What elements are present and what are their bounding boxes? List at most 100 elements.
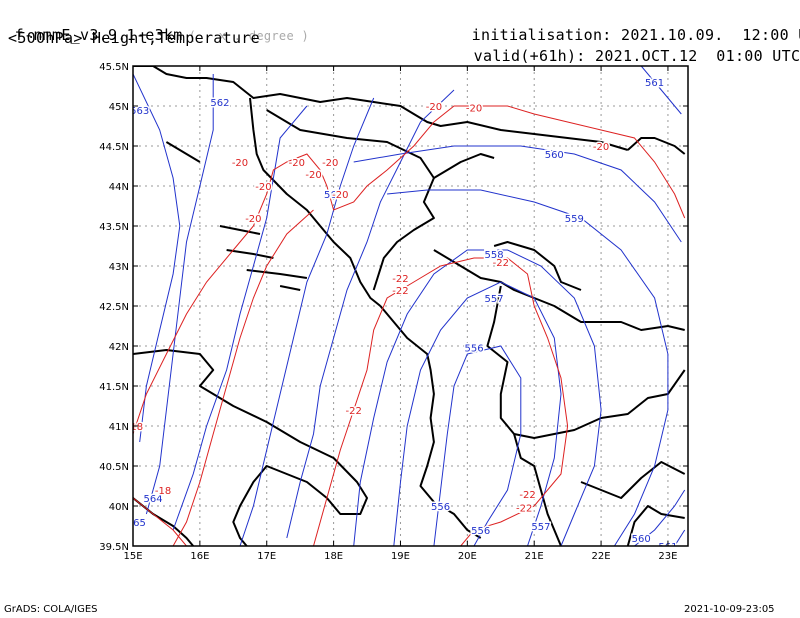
height-contour-line xyxy=(145,74,214,515)
height-contour-label: 561 xyxy=(645,78,664,89)
height-contour-line xyxy=(674,529,686,546)
height-contour-label: 565 xyxy=(127,518,146,529)
temperature-contour-label: -22 xyxy=(519,490,535,501)
y-tick-label: 43N xyxy=(109,262,129,273)
x-tick-label: 23E xyxy=(658,551,677,562)
coastline xyxy=(133,66,629,151)
temperature-contour-line xyxy=(133,497,187,546)
height-contour-label: 559 xyxy=(565,214,584,225)
height-contour-line xyxy=(393,281,562,546)
height-contour-line xyxy=(353,249,602,546)
coastline xyxy=(486,285,686,439)
coastline xyxy=(493,241,582,291)
temperature-contour-line xyxy=(172,209,314,546)
plot-area: 563 562 561 561 560 559 558 557 556 556 556 557 560 5… xyxy=(127,66,686,547)
coastline xyxy=(133,349,368,546)
y-tick-label: 39.5N xyxy=(99,542,129,553)
init-label: initialisation: xyxy=(471,26,612,44)
axes: 15E 16E 17E 18E 19E 20E 21E 22E 23E 39.5N 40N 40.5N… xyxy=(99,62,688,562)
height-contour-line xyxy=(172,105,308,531)
x-tick-label: 15E xyxy=(123,551,142,562)
temperature-contour-label: -22 xyxy=(516,504,532,515)
coastline xyxy=(165,141,201,163)
height-contour-label: 562 xyxy=(210,98,229,109)
model-title: f-nmmE_v3.9.1-e3km ( . x . degree ) xyxy=(0,8,309,44)
x-tick-label: 18E xyxy=(324,551,343,562)
coastlines xyxy=(133,66,686,546)
height-contour-line xyxy=(433,345,522,546)
valid-value: 2021.OCT.12 01:00 UTC xyxy=(595,47,800,65)
footer-credit: GrADS: COLA/IGES xyxy=(4,604,98,615)
temperature-contour-label: -18 xyxy=(155,486,171,497)
coastline xyxy=(266,109,435,291)
coastline xyxy=(279,285,301,291)
height-contour-line xyxy=(640,66,682,115)
y-tick-label: 40.5N xyxy=(99,462,129,473)
height-contour-label: 557 xyxy=(531,522,550,533)
y-tick-label: 40N xyxy=(109,502,129,513)
coastline xyxy=(246,269,308,279)
temperature-contour-line xyxy=(133,105,686,435)
height-contour-label: 560 xyxy=(632,534,651,545)
coastline xyxy=(580,461,686,499)
temperature-contours xyxy=(133,105,686,546)
temperature-contour-label: -20 xyxy=(232,158,248,169)
units-note: ( . x . degree ) xyxy=(188,29,310,43)
height-contour-line xyxy=(353,145,682,243)
height-contour-label: 556 xyxy=(464,344,483,355)
height-contour-label: 561 xyxy=(324,190,343,201)
coastline xyxy=(627,137,686,155)
init-value: 2021.10.09. 12:00 UTC xyxy=(620,26,800,44)
temperature-contour-label: -20 xyxy=(289,158,305,169)
y-tick-label: 42.5N xyxy=(99,302,129,313)
coastline xyxy=(513,433,562,546)
x-tick-label: 16E xyxy=(190,551,209,562)
valid-label: valid(+61h): xyxy=(473,47,586,65)
temperature-contour-label: -20 xyxy=(332,190,348,201)
y-tick-label: 45N xyxy=(109,102,129,113)
x-tick-label: 20E xyxy=(458,551,477,562)
coastline xyxy=(433,153,495,179)
height-contour-line xyxy=(133,73,181,443)
temperature-contour-label: -20 xyxy=(305,170,321,181)
temperature-contour-label: -20 xyxy=(426,102,442,113)
height-contour-label: 556 xyxy=(431,502,450,513)
coastline xyxy=(226,249,274,259)
y-tick-label: 42N xyxy=(109,342,129,353)
temperature-contour-label: -20 xyxy=(245,214,261,225)
height-contour-label: 563 xyxy=(130,106,149,117)
temperature-contour-label: -20 xyxy=(322,158,338,169)
y-tick-label: 44N xyxy=(109,182,129,193)
chart-subtitle: <500hPa> Height,Temperature xyxy=(8,29,260,47)
temperature-contour-label: -18 xyxy=(127,422,143,433)
y-tick-label: 43.5N xyxy=(99,222,129,233)
valid-time: valid(+61h): 2021.OCT.12 01:00 UTC xyxy=(455,29,800,65)
temperature-contour-label: -20 xyxy=(255,182,271,193)
temperature-contour-label: -22 xyxy=(345,406,361,417)
grid-lines xyxy=(133,66,688,546)
contour-labels: 563 562 561 561 560 559 558 557 556 556 556 557 560 5… xyxy=(127,77,679,547)
height-contour-line xyxy=(634,489,686,546)
coastline xyxy=(249,97,382,307)
y-tick-label: 41.5N xyxy=(99,382,129,393)
x-tick-label: 19E xyxy=(391,551,410,562)
y-tick-label: 41N xyxy=(109,422,129,433)
height-contour-label: 557 xyxy=(485,294,504,305)
y-tick-label: 44.5N xyxy=(99,142,129,153)
coastline xyxy=(379,305,482,539)
temperature-contour-line xyxy=(313,257,569,546)
height-contour-label: 560 xyxy=(545,150,564,161)
height-contour-label: 556 xyxy=(471,526,490,537)
temperature-contour-label: -20 xyxy=(593,142,609,153)
x-tick-label: 17E xyxy=(257,551,276,562)
temperature-contour-label: -22 xyxy=(493,258,509,269)
model-name: f-nmmE_v3.9.1-e3km xyxy=(14,26,183,44)
coastline xyxy=(433,249,685,331)
height-contours xyxy=(133,66,686,546)
x-tick-label: 21E xyxy=(525,551,544,562)
coastline xyxy=(219,225,261,235)
height-contour-line xyxy=(387,189,669,546)
height-contour-line xyxy=(286,89,455,539)
init-time: initialisation: 2021.10.09. 12:00 UTC xyxy=(453,8,800,44)
